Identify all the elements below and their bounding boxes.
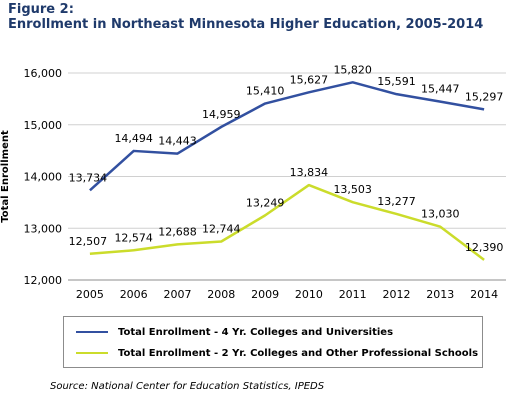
x-tick-label: 2014 [470,288,498,301]
chart-svg: 12,000 13,000 14,000 15,000 16,000 2005 2006 20… [0,63,506,301]
data-label-four-year: 15,447 [421,83,460,96]
series-line-two-year [89,183,485,261]
x-tick-label: 2007 [164,288,192,301]
y-tick-label: 15,000 [24,119,63,132]
data-label-two-year: 13,030 [421,208,460,221]
x-tick-label: 2008 [207,288,235,301]
data-label-four-year: 15,297 [465,90,504,103]
source-note: Source: National Center for Education St… [50,381,325,392]
data-label-four-year: 14,959 [202,108,241,121]
figure-title: Enrollment in Northeast Minnesota Higher… [8,17,484,32]
data-label-two-year: 13,503 [333,183,372,196]
legend-swatch-two-year [76,352,108,354]
data-label-two-year: 13,277 [377,195,416,208]
x-tick-label: 2011 [339,288,367,301]
legend-item-two-year: Total Enrollment - 2 Yr. Colleges and Ot… [76,345,478,361]
data-label-two-year: 12,574 [114,231,153,244]
data-label-four-year: 15,591 [377,75,416,88]
y-tick-label: 13,000 [24,222,63,235]
line-chart: 12,000 13,000 14,000 15,000 16,000 2005 2006 20… [0,44,527,374]
data-label-two-year: 12,688 [158,225,197,238]
data-label-two-year: 13,249 [246,196,285,209]
series-line-four-year [89,81,485,192]
legend-label-four-year: Total Enrollment - 4 Yr. Colleges and Un… [118,326,394,338]
data-label-four-year: 15,820 [333,63,372,76]
legend-item-four-year: Total Enrollment - 4 Yr. Colleges and Un… [76,324,393,340]
x-tick-label: 2005 [76,288,104,301]
x-tick-label: 2010 [295,288,323,301]
data-label-four-year: 13,734 [69,171,108,184]
legend-swatch-four-year [76,331,108,333]
x-tick-label: 2009 [251,288,279,301]
y-tick-label: 16,000 [24,67,63,80]
data-label-two-year: 13,834 [290,166,329,179]
data-label-two-year: 12,507 [69,235,108,248]
y-tick-label: 12,000 [24,274,63,287]
data-label-four-year: 15,627 [290,73,329,86]
y-axis-title: Total Enrollment [0,130,11,223]
data-label-four-year: 15,410 [246,85,285,98]
data-label-two-year: 12,390 [465,241,504,254]
data-label-four-year: 14,443 [158,135,197,148]
data-label-four-year: 14,494 [114,132,153,145]
data-label-two-year: 12,744 [202,222,241,235]
x-tick-label: 2012 [383,288,411,301]
figure-label: Figure 2: [8,2,74,17]
x-tick-label: 2006 [120,288,148,301]
x-tick-label: 2013 [426,288,454,301]
y-tick-label: 14,000 [24,171,63,184]
chart-legend: Total Enrollment - 4 Yr. Colleges and Un… [63,316,483,368]
legend-label-two-year: Total Enrollment - 2 Yr. Colleges and Ot… [118,347,479,359]
